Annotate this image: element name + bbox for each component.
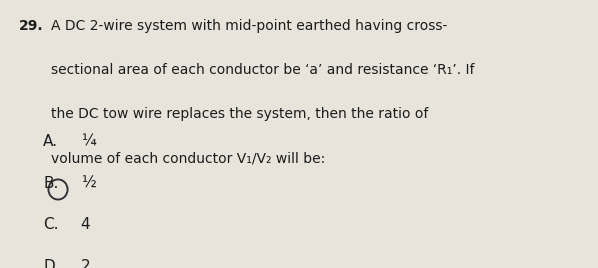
Text: sectional area of each conductor be ‘a’ and resistance ‘R₁’. If: sectional area of each conductor be ‘a’ … xyxy=(51,63,474,77)
Text: ¼: ¼ xyxy=(81,134,96,149)
Text: the DC tow wire replaces the system, then the ratio of: the DC tow wire replaces the system, the… xyxy=(51,107,428,121)
Text: 29.: 29. xyxy=(19,19,44,33)
Text: D.: D. xyxy=(43,259,60,268)
Text: ½: ½ xyxy=(81,176,96,191)
Text: A DC 2-wire system with mid-point earthed having cross-: A DC 2-wire system with mid-point earthe… xyxy=(51,19,447,33)
Text: volume of each conductor V₁/V₂ will be:: volume of each conductor V₁/V₂ will be: xyxy=(51,151,325,165)
Text: 2: 2 xyxy=(81,259,90,268)
Text: B.: B. xyxy=(43,176,59,191)
Text: A.: A. xyxy=(43,134,58,149)
Text: 4: 4 xyxy=(81,217,90,232)
Text: C.: C. xyxy=(43,217,59,232)
